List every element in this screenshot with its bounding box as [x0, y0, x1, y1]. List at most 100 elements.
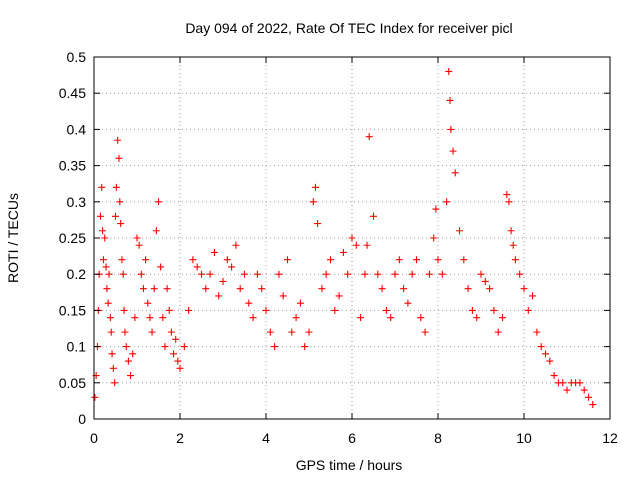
data-point: [511, 256, 519, 264]
data-point: [236, 285, 244, 293]
x-tick-label: 10: [516, 430, 532, 446]
y-tick-label: 0.25: [59, 230, 86, 246]
data-point: [576, 379, 584, 387]
data-point: [117, 220, 125, 228]
data-point: [301, 343, 309, 351]
data-point: [139, 285, 147, 293]
data-point: [206, 270, 214, 278]
data-point: [425, 270, 433, 278]
data-point: [456, 227, 463, 235]
data-point: [232, 241, 240, 249]
data-point: [112, 183, 120, 191]
data-point: [490, 306, 498, 314]
data-point: [185, 306, 193, 314]
data-point: [563, 386, 571, 394]
data-point: [550, 372, 558, 380]
data-point: [447, 125, 455, 133]
data-point: [391, 270, 399, 278]
data-point: [374, 270, 382, 278]
data-point: [387, 314, 395, 322]
data-point: [481, 277, 489, 285]
data-point: [314, 220, 322, 228]
data-point: [165, 306, 173, 314]
data-point: [219, 277, 227, 285]
data-point: [279, 292, 287, 300]
data-point: [114, 136, 122, 144]
data-point: [438, 270, 446, 278]
data-point: [176, 364, 184, 372]
data-point: [210, 248, 218, 256]
data-point: [133, 234, 141, 242]
data-point: [266, 328, 274, 336]
data-point: [96, 212, 104, 220]
data-point: [155, 198, 162, 206]
data-point: [520, 285, 528, 293]
data-point: [322, 270, 330, 278]
data-point: [111, 379, 119, 387]
data-point: [121, 328, 129, 336]
data-point: [129, 350, 137, 358]
x-tick-label: 8: [434, 430, 442, 446]
data-point: [124, 357, 132, 365]
data-point: [370, 212, 377, 220]
data-point: [585, 393, 592, 401]
data-point: [146, 314, 154, 322]
y-tick-label: 0.1: [67, 339, 87, 355]
data-point: [99, 227, 107, 235]
data-point: [499, 314, 506, 322]
y-tick-label: 0.35: [59, 158, 86, 174]
data-point: [378, 285, 386, 293]
data-point: [131, 314, 139, 322]
data-point: [292, 314, 300, 322]
data-point: [163, 285, 171, 293]
data-point: [142, 256, 150, 264]
data-point: [516, 270, 524, 278]
data-point: [494, 328, 502, 336]
x-tick-label: 12: [602, 430, 618, 446]
x-tick-label: 6: [348, 430, 356, 446]
data-point: [430, 234, 438, 242]
data-point: [507, 227, 515, 235]
data-point: [477, 270, 485, 278]
data-point: [460, 256, 468, 264]
y-tick-label: 0.5: [67, 49, 87, 65]
data-point: [137, 270, 145, 278]
y-tick-label: 0.05: [59, 375, 86, 391]
data-point: [537, 343, 545, 351]
data-point: [271, 343, 279, 351]
axis-ticks: 0 0.05 0.1 0.15 0.2 0.25 0.3 0.35 0.4 0.45 0.5 0 2 4 6…: [59, 49, 618, 446]
data-point: [150, 285, 158, 293]
data-point: [432, 205, 440, 213]
data-point: [589, 401, 597, 409]
data-point: [108, 350, 116, 358]
data-point: [170, 350, 178, 358]
data-point: [361, 270, 369, 278]
data-point: [408, 270, 416, 278]
data-point: [157, 263, 165, 271]
data-point: [529, 292, 537, 300]
data-point: [503, 191, 511, 199]
data-point: [99, 256, 107, 264]
data-point: [180, 343, 188, 351]
data-point: [101, 234, 109, 242]
data-point: [311, 183, 319, 191]
data-point: [107, 328, 115, 336]
data-point: [400, 285, 408, 293]
data-point: [284, 256, 291, 264]
data-point: [98, 183, 106, 191]
data-point: [148, 328, 156, 336]
data-point: [228, 263, 236, 271]
data-point: [115, 154, 123, 162]
data-point: [215, 292, 223, 300]
data-point: [335, 292, 343, 300]
data-point: [275, 270, 283, 278]
data-point: [106, 314, 114, 322]
data-point: [357, 314, 365, 322]
data-point: [339, 248, 347, 256]
chart-title: Day 094 of 2022, Rate Of TEC Index for r…: [185, 20, 512, 36]
data-point: [580, 386, 588, 394]
data-point: [198, 270, 205, 278]
x-axis-label: GPS time / hours: [296, 457, 403, 473]
data-point: [533, 328, 541, 336]
